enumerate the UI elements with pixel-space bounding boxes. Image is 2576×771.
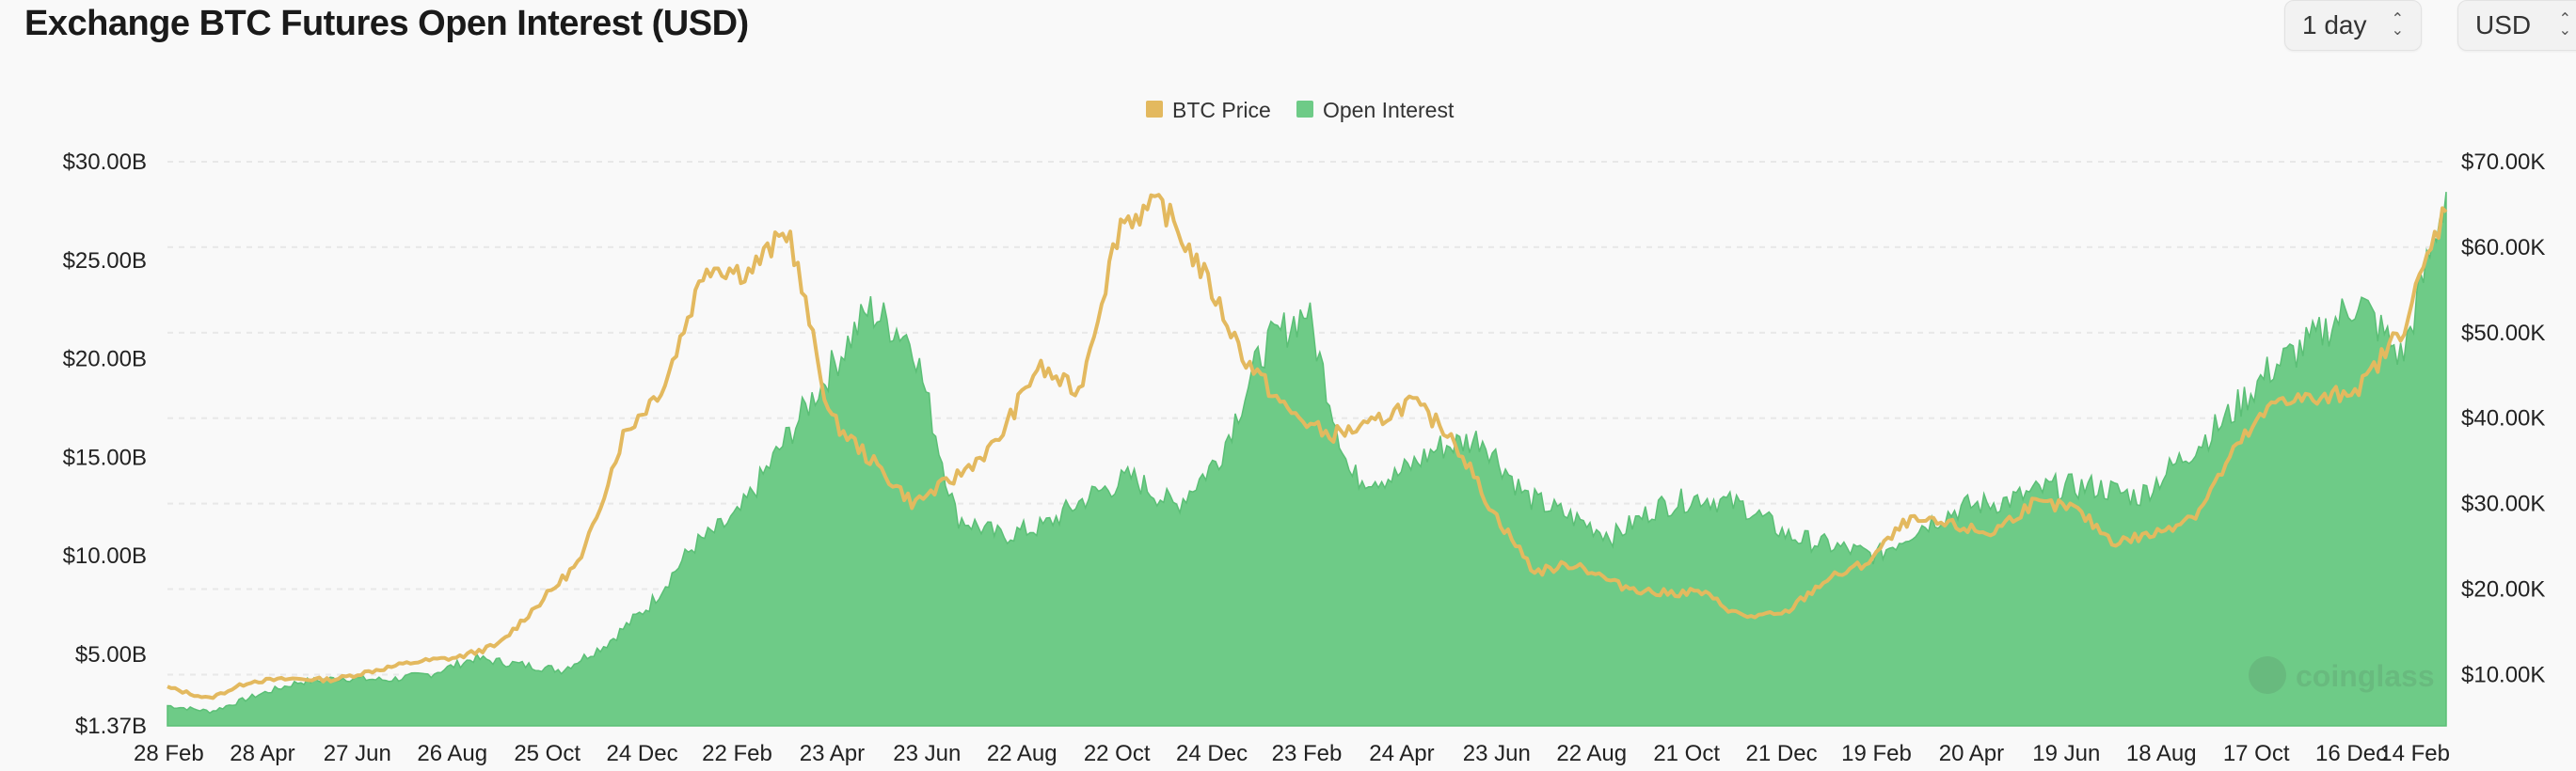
x-tick-label: 23 Feb xyxy=(1272,741,1343,766)
x-tick-label: 19 Feb xyxy=(1841,741,1912,766)
x-tick-label: 19 Jun xyxy=(2032,741,2100,766)
x-tick-label: 25 Oct xyxy=(514,741,580,766)
chart-title: Exchange BTC Futures Open Interest (USD) xyxy=(24,4,749,43)
coinglass-watermark: coinglass xyxy=(2249,656,2435,694)
open-interest-series[interactable] xyxy=(167,192,2447,727)
y-right-tick-label: $20.00K xyxy=(2461,577,2545,603)
legend-label-open-interest: Open Interest xyxy=(1323,98,1455,122)
btc-price-line xyxy=(167,193,2448,700)
x-tick-label: 18 Aug xyxy=(2126,741,2197,766)
left-axis: $1.37B $5.00B $10.00B $15.00B $20.00B $25.00B… xyxy=(63,149,147,739)
y-right-tick-label: $70.00K xyxy=(2461,149,2545,175)
btc-price-series[interactable] xyxy=(167,193,2448,700)
currency-select[interactable]: USD ⌃ ⌄ xyxy=(2457,0,2576,51)
x-tick-label: 21 Oct xyxy=(1653,741,1720,766)
coinglass-logo-icon xyxy=(2249,656,2286,694)
chevron-updown-icon: ⌃ ⌄ xyxy=(2391,11,2404,39)
interval-value: 1 day xyxy=(2302,10,2367,39)
x-tick-label: 24 Dec xyxy=(1176,741,1248,766)
y-left-tick-label: $5.00B xyxy=(75,642,147,668)
x-tick-label: 23 Apr xyxy=(800,741,865,766)
legend-swatch-open-interest xyxy=(1296,101,1313,118)
watermark-text: coinglass xyxy=(2296,659,2435,693)
legend-label-btc-price: BTC Price xyxy=(1172,98,1271,122)
y-left-tick-label: $20.00B xyxy=(63,347,147,372)
x-tick-label: 28 Apr xyxy=(230,741,294,766)
x-tick-label: 22 Feb xyxy=(702,741,772,766)
y-right-tick-label: $50.00K xyxy=(2461,321,2545,346)
interval-select[interactable]: 1 day ⌃ ⌄ xyxy=(2284,0,2422,51)
currency-value: USD xyxy=(2475,10,2532,39)
x-tick-label: 16 Dec xyxy=(2315,741,2387,766)
x-tick-label: 27 Jun xyxy=(324,741,391,766)
x-tick-label: 24 Dec xyxy=(607,741,678,766)
x-tick-label: 23 Jun xyxy=(893,741,961,766)
x-tick-label: 23 Jun xyxy=(1463,741,1531,766)
x-tick-label: 26 Aug xyxy=(417,741,487,766)
x-tick-label: 28 Feb xyxy=(134,741,204,766)
y-right-tick-label: $40.00K xyxy=(2461,406,2545,432)
legend[interactable]: BTC Price Open Interest xyxy=(1146,98,1455,122)
y-left-tick-label: $1.37B xyxy=(75,714,147,739)
x-tick-label: 20 Apr xyxy=(1939,741,2004,766)
chevron-updown-icon: ⌃ ⌄ xyxy=(2558,11,2571,39)
x-tick-label: 24 Apr xyxy=(1369,741,1434,766)
y-right-tick-label: $30.00K xyxy=(2461,492,2545,517)
y-left-tick-label: $25.00B xyxy=(63,248,147,274)
x-axis: 28 Feb 28 Apr 27 Jun 26 Aug 25 Oct 24 Dec 22 F… xyxy=(134,741,2450,766)
x-tick-label: 21 Dec xyxy=(1746,741,1818,766)
x-tick-label: 22 Oct xyxy=(1084,741,1151,766)
y-left-tick-label: $30.00B xyxy=(63,149,147,175)
y-left-tick-label: $10.00B xyxy=(63,543,147,569)
x-tick-label: 17 Oct xyxy=(2223,741,2290,766)
legend-swatch-btc-price xyxy=(1146,101,1163,118)
open-interest-area xyxy=(167,192,2447,727)
y-right-tick-label: $60.00K xyxy=(2461,235,2545,260)
x-tick-label: 14 Feb xyxy=(2379,741,2450,766)
y-left-tick-label: $15.00B xyxy=(63,445,147,470)
x-tick-label: 22 Aug xyxy=(987,741,1057,766)
y-right-tick-label: $10.00K xyxy=(2461,662,2545,687)
x-tick-label: 22 Aug xyxy=(1556,741,1627,766)
right-axis: $10.00K $20.00K $30.00K $40.00K $50.00K $60.0… xyxy=(2461,149,2545,687)
